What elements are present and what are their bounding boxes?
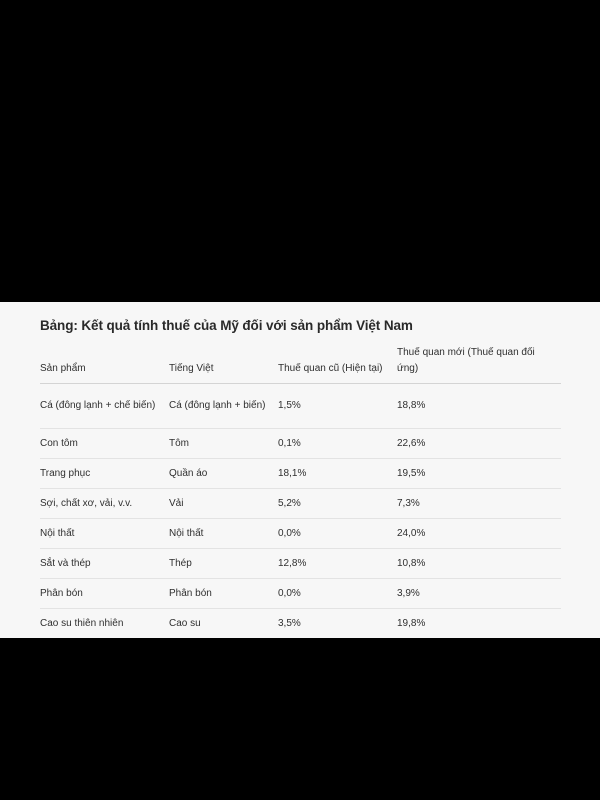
cell-old-tariff: 0,0% (278, 578, 397, 609)
cell-vietnamese: Vải (169, 488, 278, 519)
table-row: Cao su thiên nhiên Cao su 3,5% 19,8% (40, 609, 561, 639)
cell-product: Con tôm (40, 428, 169, 459)
cell-product: Nội thất (40, 518, 169, 549)
table-row: Sợi, chất xơ, vải, v.v. Vải 5,2% 7,3% (40, 488, 561, 519)
cell-old-tariff: 3,5% (278, 617, 301, 629)
cell-old-tariff: 12,8% (278, 548, 397, 579)
cell-new-tariff: 3,9% (397, 578, 561, 609)
cell-vietnamese: Nội thất (169, 518, 278, 549)
cell-new-tariff: 18,8% (397, 383, 561, 429)
table-row: Con tôm Tôm 0,1% 22,6% (40, 428, 561, 459)
header-vietnamese: Tiếng Việt (169, 345, 278, 384)
cell-product: Cao su thiên nhiên (40, 617, 124, 629)
cell-vietnamese: Thép (169, 548, 278, 579)
cell-vietnamese: Tôm (169, 428, 278, 459)
header-product: Sản phẩm (40, 345, 169, 384)
cell-product: Trang phục (40, 458, 169, 489)
cell-vietnamese: Phân bón (169, 578, 278, 609)
cell-old-tariff: 0,1% (278, 428, 397, 459)
table-row: Nội thất Nội thất 0,0% 24,0% (40, 518, 561, 549)
table-row: Trang phục Quần áo 18,1% 19,5% (40, 458, 561, 489)
cell-old-tariff: 0,0% (278, 518, 397, 549)
cell-old-tariff: 1,5% (278, 383, 397, 429)
tariff-table: Sản phẩm Tiếng Việt Thuế quan cũ (Hiện t… (40, 345, 561, 638)
cell-vietnamese: Cao su (169, 617, 201, 629)
cell-product: Sắt và thép (40, 548, 169, 579)
cell-new-tariff: 22,6% (397, 428, 561, 459)
cell-product: Phân bón (40, 578, 169, 609)
cell-new-tariff: 19,8% (397, 617, 426, 629)
cell-old-tariff: 18,1% (278, 458, 397, 489)
cell-product: Sợi, chất xơ, vải, v.v. (40, 488, 169, 519)
table-row: Phân bón Phân bón 0,0% 3,9% (40, 578, 561, 609)
table-title: Bảng: Kết quả tính thuế của Mỹ đối với s… (40, 318, 413, 333)
cell-new-tariff: 7,3% (397, 488, 561, 519)
cell-old-tariff: 5,2% (278, 488, 397, 519)
cell-new-tariff: 10,8% (397, 548, 561, 579)
table-row: Cá (đông lạnh + chế biến) Cá (đông lạnh … (40, 383, 561, 429)
header-new-tariff: Thuế quan mới (Thuế quan đối ứng) (397, 345, 561, 384)
table-header-row: Sản phẩm Tiếng Việt Thuế quan cũ (Hiện t… (40, 345, 561, 384)
cell-vietnamese: Quần áo (169, 458, 278, 489)
cell-vietnamese: Cá (đông lạnh + biến) (169, 383, 278, 429)
cell-new-tariff: 19,5% (397, 458, 561, 489)
header-old-tariff: Thuế quan cũ (Hiện tại) (278, 345, 397, 384)
content-panel: Bảng: Kết quả tính thuế của Mỹ đối với s… (0, 302, 600, 638)
cell-new-tariff: 24,0% (397, 518, 561, 549)
cell-product: Cá (đông lạnh + chế biến) (40, 383, 169, 429)
table-row: Sắt và thép Thép 12,8% 10,8% (40, 548, 561, 579)
